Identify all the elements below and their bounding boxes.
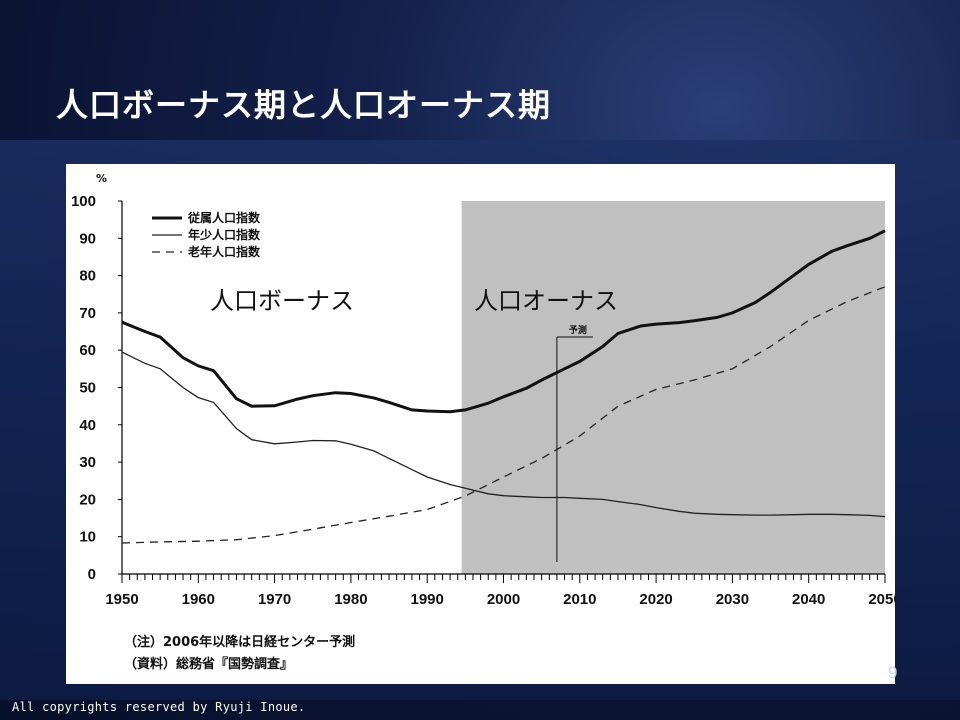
x-tick-label: 1960 (182, 591, 215, 608)
x-tick-label: 2050 (868, 591, 895, 608)
x-tick-label: 1980 (334, 591, 367, 608)
series-line-1 (121, 229, 886, 414)
x-tick-label: 1990 (411, 591, 444, 608)
x-tick-label: 2010 (563, 591, 596, 608)
forecast-label: 予測 (569, 324, 587, 336)
legend-label-2: 年少人口指数 (188, 227, 261, 242)
y-tick-label: 20 (79, 491, 96, 508)
y-tick-label: 60 (79, 342, 96, 359)
y-tick-label: 40 (79, 417, 96, 434)
y-tick-label: 100 (71, 193, 96, 210)
chart-note-1: （注）2006年以降は日経センター予測 (124, 634, 355, 650)
y-tick-label: 80 (79, 268, 96, 285)
legend-label-3: 老年人口指数 (188, 244, 261, 259)
x-tick-label: 2020 (639, 591, 672, 608)
y-tick-label: 90 (79, 230, 96, 247)
chart-note-2: （資料）総務省『国勢調査』 (124, 656, 293, 672)
y-tick-label: 50 (79, 380, 96, 397)
series-line-2 (121, 351, 886, 518)
x-tick-label: 2030 (716, 591, 749, 608)
y-tick-label: 10 (79, 529, 96, 546)
slide-title: 人口ボーナス期と人口オーナス期 (56, 86, 552, 124)
legend-label-1: 従属人口指数 (187, 210, 261, 225)
y-tick-label: 70 (79, 305, 96, 322)
bonus-region-label: 人口ボーナス (210, 287, 354, 315)
x-tick-label: 2040 (792, 591, 825, 608)
x-tick-label: 1950 (105, 591, 138, 608)
chart-panel: 0 10 20 30 40 50 60 70 80 90 100% 1950 1960 1970 1980 1… (66, 164, 895, 684)
copyright-text: All copyrights reserved by Ryuji Inoue. (12, 700, 306, 714)
onus-region-label: 人口オーナス (474, 287, 618, 315)
y-tick-label: 0 (88, 566, 96, 583)
x-tick-label: 2000 (487, 591, 520, 608)
y-tick-label: 30 (79, 454, 96, 471)
x-tick-label: 1970 (258, 591, 291, 608)
y-unit-label: % (96, 172, 107, 185)
page-number: 9 (888, 663, 898, 682)
series-line-3 (121, 286, 886, 544)
onus-shaded-region (461, 201, 885, 574)
